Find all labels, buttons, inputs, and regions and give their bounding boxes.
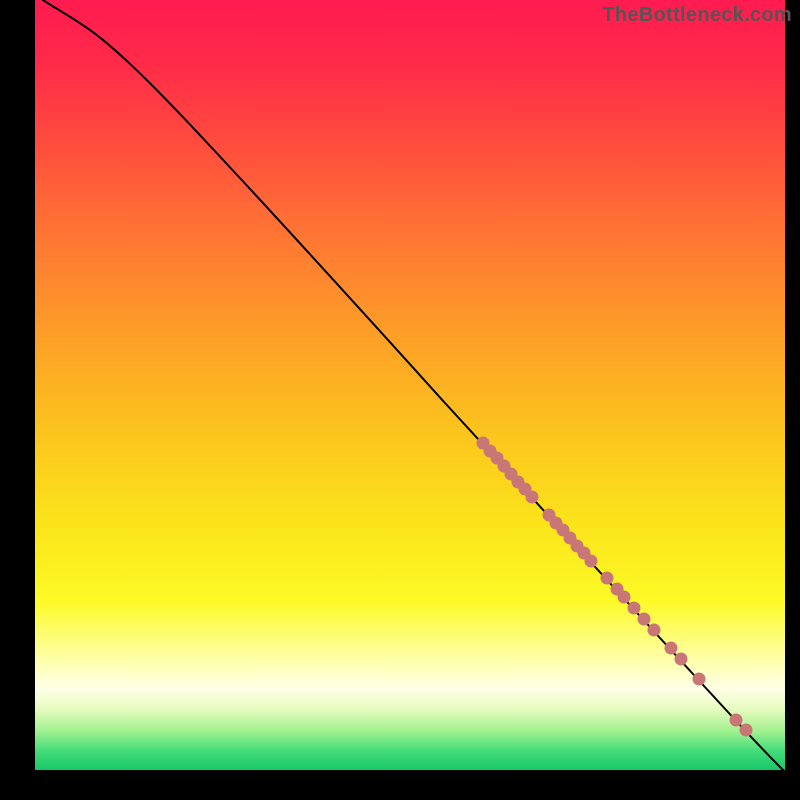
data-point [648,624,661,637]
data-point [585,555,598,568]
data-point [675,653,688,666]
data-point [693,673,706,686]
data-point [526,491,539,504]
data-point [601,572,614,585]
bottleneck-chart [35,0,785,770]
watermark-text: TheBottleneck.com [602,4,792,27]
data-point [618,591,631,604]
data-point [665,642,678,655]
chart-svg [35,0,785,770]
data-point [740,724,753,737]
data-point [730,714,743,727]
data-point [628,602,641,615]
chart-background [35,0,785,770]
data-point [638,613,651,626]
